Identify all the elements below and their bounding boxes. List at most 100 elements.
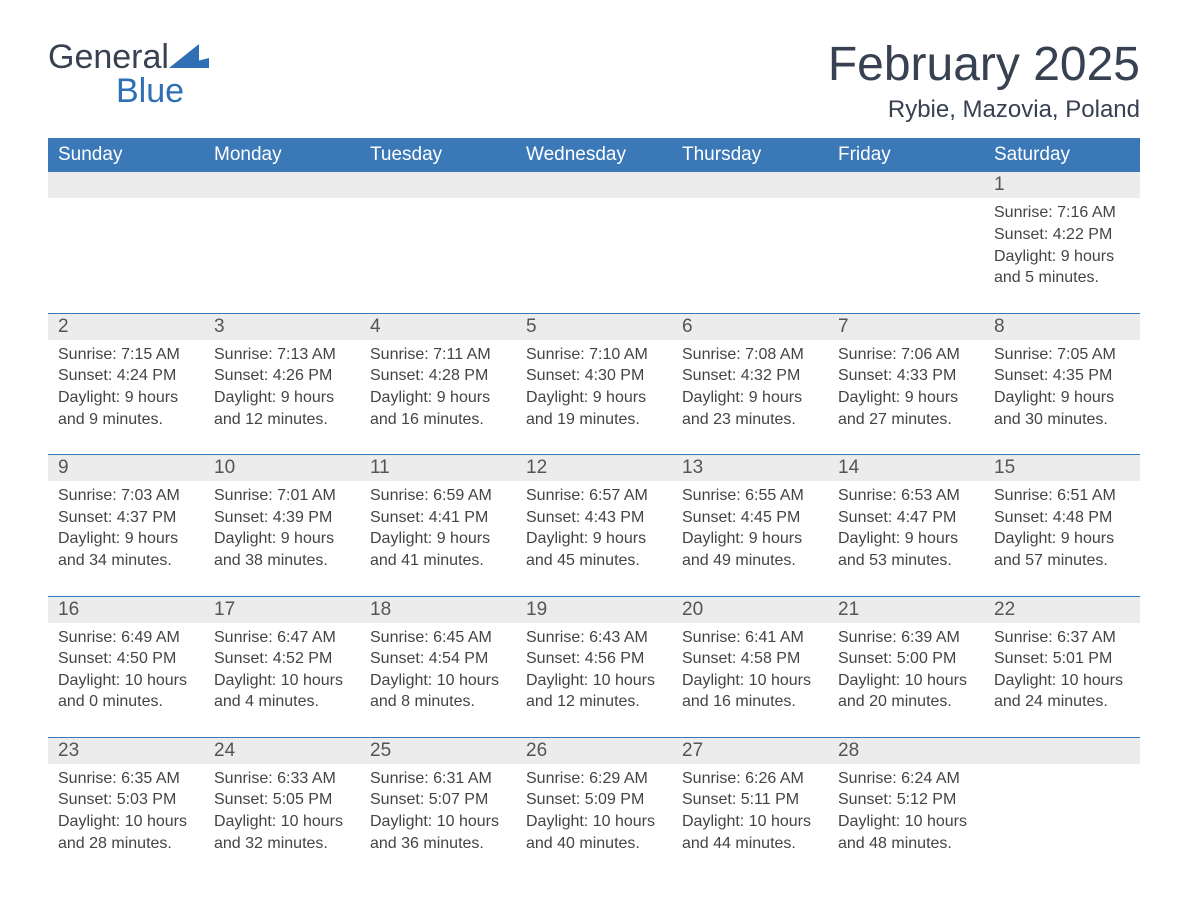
sunset-text: Sunset: 5:00 PM xyxy=(838,648,974,670)
dow-cell: Friday xyxy=(828,138,984,172)
day-info-row: Sunrise: 6:35 AMSunset: 5:03 PMDaylight:… xyxy=(48,764,1140,860)
sunrise-text: Sunrise: 7:06 AM xyxy=(838,344,974,366)
daylight-text: and 38 minutes. xyxy=(214,550,350,572)
sunrise-text: Sunrise: 6:37 AM xyxy=(994,627,1130,649)
day-info-row: Sunrise: 7:03 AMSunset: 4:37 PMDaylight:… xyxy=(48,481,1140,577)
day-info-cell: Sunrise: 6:24 AMSunset: 5:12 PMDaylight:… xyxy=(828,764,984,860)
daylight-text: and 20 minutes. xyxy=(838,691,974,713)
day-number-row: 9101112131415 xyxy=(48,455,1140,481)
day-info-cell: Sunrise: 7:08 AMSunset: 4:32 PMDaylight:… xyxy=(672,340,828,436)
day-info-cell: Sunrise: 6:41 AMSunset: 4:58 PMDaylight:… xyxy=(672,623,828,719)
calendar-week: 9101112131415Sunrise: 7:03 AMSunset: 4:3… xyxy=(48,454,1140,577)
day-number: 19 xyxy=(516,597,672,623)
day-info-cell: Sunrise: 7:16 AMSunset: 4:22 PMDaylight:… xyxy=(984,198,1140,294)
day-info-cell: Sunrise: 6:39 AMSunset: 5:00 PMDaylight:… xyxy=(828,623,984,719)
title-block: February 2025 Rybie, Mazovia, Poland xyxy=(828,40,1140,124)
logo-word-2: Blue xyxy=(116,74,184,108)
day-info-cell: Sunrise: 7:01 AMSunset: 4:39 PMDaylight:… xyxy=(204,481,360,577)
day-number: 13 xyxy=(672,455,828,481)
sunset-text: Sunset: 4:45 PM xyxy=(682,507,818,529)
day-info-cell: Sunrise: 7:11 AMSunset: 4:28 PMDaylight:… xyxy=(360,340,516,436)
daylight-text: Daylight: 10 hours xyxy=(214,670,350,692)
sunset-text: Sunset: 4:41 PM xyxy=(370,507,506,529)
sunrise-text: Sunrise: 6:43 AM xyxy=(526,627,662,649)
calendar-week: 232425262728 Sunrise: 6:35 AMSunset: 5:0… xyxy=(48,737,1140,860)
daylight-text: Daylight: 9 hours xyxy=(682,528,818,550)
daylight-text: and 30 minutes. xyxy=(994,409,1130,431)
daylight-text: Daylight: 10 hours xyxy=(682,670,818,692)
day-info-cell: Sunrise: 6:35 AMSunset: 5:03 PMDaylight:… xyxy=(48,764,204,860)
daylight-text: Daylight: 9 hours xyxy=(214,387,350,409)
day-number-row: 16171819202122 xyxy=(48,597,1140,623)
day-number: 7 xyxy=(828,314,984,340)
day-info-cell: Sunrise: 6:53 AMSunset: 4:47 PMDaylight:… xyxy=(828,481,984,577)
daylight-text: Daylight: 10 hours xyxy=(370,811,506,833)
day-number: 24 xyxy=(204,738,360,764)
sunset-text: Sunset: 4:56 PM xyxy=(526,648,662,670)
day-number: 26 xyxy=(516,738,672,764)
sunrise-text: Sunrise: 6:51 AM xyxy=(994,485,1130,507)
day-info-cell: Sunrise: 7:10 AMSunset: 4:30 PMDaylight:… xyxy=(516,340,672,436)
dow-cell: Sunday xyxy=(48,138,204,172)
daylight-text: and 28 minutes. xyxy=(58,833,194,855)
day-number: 10 xyxy=(204,455,360,481)
daylight-text: and 40 minutes. xyxy=(526,833,662,855)
daylight-text: Daylight: 9 hours xyxy=(58,387,194,409)
daylight-text: and 8 minutes. xyxy=(370,691,506,713)
sunrise-text: Sunrise: 6:59 AM xyxy=(370,485,506,507)
daylight-text: Daylight: 10 hours xyxy=(682,811,818,833)
dow-cell: Tuesday xyxy=(360,138,516,172)
sunset-text: Sunset: 4:24 PM xyxy=(58,365,194,387)
sunset-text: Sunset: 4:30 PM xyxy=(526,365,662,387)
calendar-week: 2345678Sunrise: 7:15 AMSunset: 4:24 PMDa… xyxy=(48,313,1140,436)
day-info-cell: Sunrise: 6:57 AMSunset: 4:43 PMDaylight:… xyxy=(516,481,672,577)
daylight-text: and 24 minutes. xyxy=(994,691,1130,713)
day-info-cell: Sunrise: 6:51 AMSunset: 4:48 PMDaylight:… xyxy=(984,481,1140,577)
sunset-text: Sunset: 4:47 PM xyxy=(838,507,974,529)
sunset-text: Sunset: 4:58 PM xyxy=(682,648,818,670)
day-number-row: 232425262728 xyxy=(48,738,1140,764)
sunset-text: Sunset: 5:11 PM xyxy=(682,789,818,811)
day-number xyxy=(828,172,984,198)
day-number xyxy=(672,172,828,198)
dow-cell: Thursday xyxy=(672,138,828,172)
daylight-text: Daylight: 9 hours xyxy=(370,528,506,550)
daylight-text: and 36 minutes. xyxy=(370,833,506,855)
daylight-text: and 4 minutes. xyxy=(214,691,350,713)
sunrise-text: Sunrise: 7:13 AM xyxy=(214,344,350,366)
sunset-text: Sunset: 4:50 PM xyxy=(58,648,194,670)
sunrise-text: Sunrise: 6:35 AM xyxy=(58,768,194,790)
logo-word-1: General xyxy=(48,38,169,76)
sunset-text: Sunset: 4:48 PM xyxy=(994,507,1130,529)
week-separator xyxy=(48,578,1140,596)
daylight-text: Daylight: 9 hours xyxy=(526,387,662,409)
day-number: 14 xyxy=(828,455,984,481)
sunset-text: Sunset: 4:26 PM xyxy=(214,365,350,387)
daylight-text: and 16 minutes. xyxy=(682,691,818,713)
day-number-row: 2345678 xyxy=(48,314,1140,340)
day-info-cell: Sunrise: 7:05 AMSunset: 4:35 PMDaylight:… xyxy=(984,340,1140,436)
daylight-text: Daylight: 9 hours xyxy=(682,387,818,409)
day-number xyxy=(48,172,204,198)
daylight-text: Daylight: 9 hours xyxy=(58,528,194,550)
daylight-text: and 16 minutes. xyxy=(370,409,506,431)
day-info-cell: Sunrise: 6:26 AMSunset: 5:11 PMDaylight:… xyxy=(672,764,828,860)
daylight-text: and 27 minutes. xyxy=(838,409,974,431)
sunset-text: Sunset: 5:12 PM xyxy=(838,789,974,811)
day-number: 18 xyxy=(360,597,516,623)
sunset-text: Sunset: 4:32 PM xyxy=(682,365,818,387)
day-number: 23 xyxy=(48,738,204,764)
sunrise-text: Sunrise: 6:45 AM xyxy=(370,627,506,649)
logo: General Blue xyxy=(48,40,209,108)
day-number xyxy=(360,172,516,198)
day-info-cell: Sunrise: 6:43 AMSunset: 4:56 PMDaylight:… xyxy=(516,623,672,719)
day-number: 20 xyxy=(672,597,828,623)
sunrise-text: Sunrise: 6:39 AM xyxy=(838,627,974,649)
day-number: 12 xyxy=(516,455,672,481)
daylight-text: and 44 minutes. xyxy=(682,833,818,855)
day-info-cell: Sunrise: 6:55 AMSunset: 4:45 PMDaylight:… xyxy=(672,481,828,577)
daylight-text: and 0 minutes. xyxy=(58,691,194,713)
logo-text: General Blue xyxy=(48,40,209,108)
daylight-text: and 12 minutes. xyxy=(526,691,662,713)
sail-icon xyxy=(169,44,209,72)
